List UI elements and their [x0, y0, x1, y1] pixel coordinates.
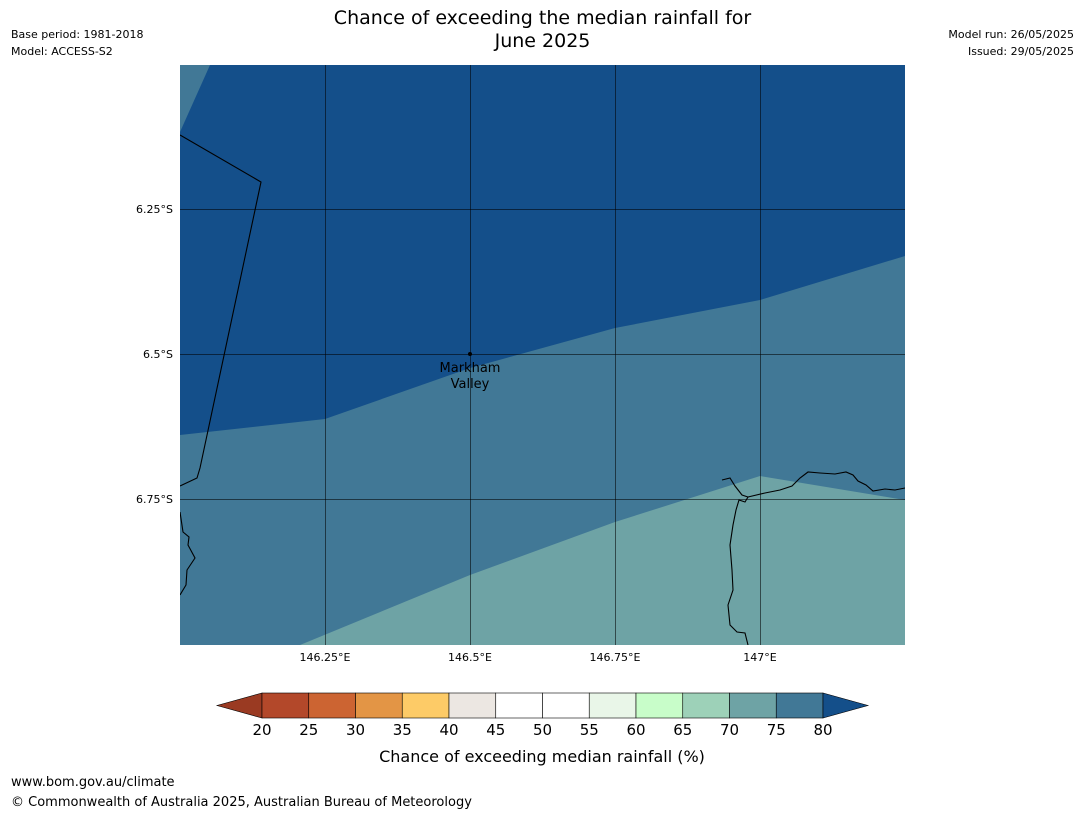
footer-copyright: © Commonwealth of Australia 2025, Austra…: [11, 795, 472, 810]
colorbar-tick-label: 30: [346, 721, 365, 739]
colorbar-tick-label: 35: [393, 721, 412, 739]
colorbar-tick-label: 80: [813, 721, 832, 739]
colorbar-cell: [635, 692, 684, 719]
place-marker: [468, 352, 472, 356]
band-75-80-region: [300, 476, 905, 645]
issued-text: Issued: 29/05/2025: [967, 45, 1074, 58]
colorbar-label: Chance of exceeding median rainfall (%): [379, 747, 705, 766]
colorbar-cell: [401, 692, 450, 719]
colorbar-tick-label: 60: [626, 721, 645, 739]
colorbar-extend-high: [822, 692, 870, 719]
place-label-line-2: Valley: [451, 377, 490, 392]
title-line-2: June 2025: [494, 30, 591, 52]
colorbar-cell: [495, 692, 543, 719]
colorbar-tick-label: 45: [486, 721, 505, 739]
colorbar-cell: [682, 692, 730, 719]
map-panel: Markham Valley: [180, 65, 905, 645]
lat-label-6-75: 6.75°S: [136, 493, 173, 506]
colorbar-cell: [588, 692, 637, 719]
lat-label-6-5: 6.5°S: [143, 348, 173, 361]
graticule: [180, 65, 905, 645]
colorbar-tick-label: 40: [439, 721, 458, 739]
colorbar-tick-label: 20: [252, 721, 271, 739]
title-line-1: Chance of exceeding the median rainfall …: [333, 7, 752, 29]
colorbar-cell: [308, 692, 356, 719]
lon-labels: 146.25°E 146.5°E 146.75°E 147°E: [300, 651, 777, 664]
colorbar-tick-label: 25: [299, 721, 318, 739]
page-title: Chance of exceeding the median rainfall …: [0, 7, 1085, 53]
border-line: [180, 134, 262, 487]
model-run-text: Model run: 26/05/2025: [948, 28, 1074, 41]
colorbar-tick-label: 65: [673, 721, 692, 739]
lat-labels: 6.25°S 6.5°S 6.75°S: [136, 203, 173, 506]
colorbar-cell: [729, 692, 777, 719]
colorbar-cell: [542, 692, 590, 719]
colorbar-cell: [775, 692, 824, 719]
place-label-line-1: Markham: [440, 361, 501, 376]
coastlines: [180, 134, 905, 645]
colorbar-cell: [355, 692, 403, 719]
lon-label-146-5: 146.5°E: [448, 651, 492, 664]
lon-label-146-25: 146.25°E: [300, 651, 351, 664]
colorbar-tick-label: 50: [533, 721, 552, 739]
meta-right: Model run: 26/05/2025 Issued: 29/05/2025: [948, 26, 1074, 60]
colorbar-tick-label: 75: [767, 721, 786, 739]
footer-url: www.bom.gov.au/climate: [11, 775, 175, 790]
colorbar-cell: [261, 692, 310, 719]
coastline-east: [747, 471, 905, 498]
meta-left: Base period: 1981-2018 Model: ACCESS-S2: [11, 26, 143, 60]
coastline-east-river: [721, 477, 749, 645]
lat-label-6-25: 6.25°S: [136, 203, 173, 216]
lon-label-146-75: 146.75°E: [590, 651, 641, 664]
colorbar-extend-low: [215, 692, 263, 719]
band-70-75-corner: [180, 65, 210, 132]
base-period-text: Base period: 1981-2018: [11, 28, 144, 41]
colorbar: 20 25 30 35 40 45 50 55 60 65 70 75 80: [215, 692, 870, 739]
model-text: Model: ACCESS-S2: [11, 45, 113, 58]
colorbar-tick-label: 70: [720, 721, 739, 739]
band-80-plus-region: [180, 65, 905, 435]
colorbar-tick-label: 55: [580, 721, 599, 739]
lon-label-147: 147°E: [743, 651, 776, 664]
coastline-west: [180, 511, 196, 596]
colorbar-cell: [448, 692, 497, 719]
